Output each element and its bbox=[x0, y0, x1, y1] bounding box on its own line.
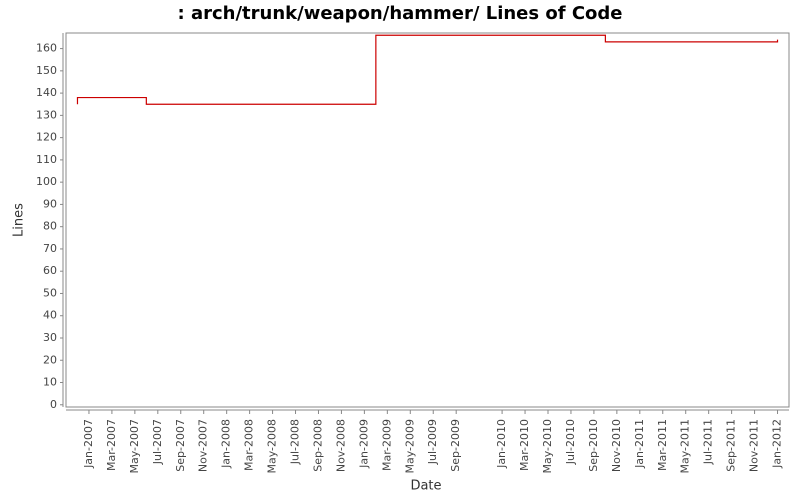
y-tick-label: 130 bbox=[36, 108, 57, 121]
y-tick-label: 80 bbox=[43, 220, 57, 233]
y-tick-label: 60 bbox=[43, 264, 57, 277]
x-tick-label: Nov-2010 bbox=[610, 419, 623, 472]
y-tick-label: 110 bbox=[36, 153, 57, 166]
x-tick-label: May-2008 bbox=[266, 419, 279, 474]
x-tick-label: Jan-2012 bbox=[771, 419, 784, 469]
x-tick-label: Jul-2010 bbox=[564, 419, 577, 465]
y-tick-label: 90 bbox=[43, 197, 57, 210]
x-tick-label: May-2011 bbox=[679, 419, 692, 474]
x-tick-label: Jan-2011 bbox=[633, 419, 646, 469]
x-tick-label: Jul-2007 bbox=[151, 419, 164, 465]
x-tick-label: Jan-2010 bbox=[495, 419, 508, 469]
x-tick-label: Jan-2009 bbox=[357, 419, 370, 469]
y-tick-label: 160 bbox=[36, 42, 57, 55]
x-tick-label: May-2007 bbox=[128, 419, 141, 474]
x-tick-label: Sep-2010 bbox=[587, 419, 600, 472]
x-tick-label: Nov-2007 bbox=[197, 419, 210, 472]
x-tick-label: Nov-2008 bbox=[334, 419, 347, 472]
y-axis-title: Lines bbox=[12, 203, 27, 237]
x-tick-label: Sep-2011 bbox=[725, 419, 738, 472]
y-tick-label: 0 bbox=[50, 398, 57, 411]
y-tick-label: 150 bbox=[36, 64, 57, 77]
y-tick-label: 120 bbox=[36, 131, 57, 144]
x-tick-label: Mar-2008 bbox=[243, 419, 256, 471]
y-tick-label: 100 bbox=[36, 175, 57, 188]
x-tick-label: Mar-2007 bbox=[105, 419, 118, 471]
y-tick-label: 70 bbox=[43, 242, 57, 255]
x-tick-label: Nov-2011 bbox=[748, 419, 761, 472]
y-tick-label: 30 bbox=[43, 331, 57, 344]
x-tick-label: Jul-2011 bbox=[702, 419, 715, 465]
x-tick-label: Sep-2009 bbox=[449, 419, 462, 472]
x-tick-label: Sep-2008 bbox=[311, 419, 324, 472]
x-tick-label: May-2010 bbox=[541, 419, 554, 474]
x-tick-label: May-2009 bbox=[403, 419, 416, 474]
x-tick-label: Mar-2010 bbox=[518, 419, 531, 471]
chart-title: : arch/trunk/weapon/hammer/ Lines of Cod… bbox=[178, 3, 623, 24]
y-tick-label: 10 bbox=[43, 376, 57, 389]
plot-area bbox=[65, 32, 790, 408]
x-axis-title: Date bbox=[410, 479, 441, 494]
x-tick-label: Jul-2008 bbox=[289, 419, 302, 465]
y-tick-label: 140 bbox=[36, 86, 57, 99]
x-tick-label: Mar-2011 bbox=[656, 419, 669, 471]
x-tick-label: Jul-2009 bbox=[426, 419, 439, 465]
x-tick-label: Jan-2008 bbox=[220, 419, 233, 469]
data-line bbox=[76, 34, 779, 105]
x-tick-label: Jan-2007 bbox=[82, 419, 95, 469]
x-tick-label: Mar-2009 bbox=[380, 419, 393, 471]
x-tick-label: Sep-2007 bbox=[174, 419, 187, 472]
y-tick-label: 20 bbox=[43, 353, 57, 366]
y-tick-label: 40 bbox=[43, 309, 57, 322]
y-tick-label: 50 bbox=[43, 286, 57, 299]
